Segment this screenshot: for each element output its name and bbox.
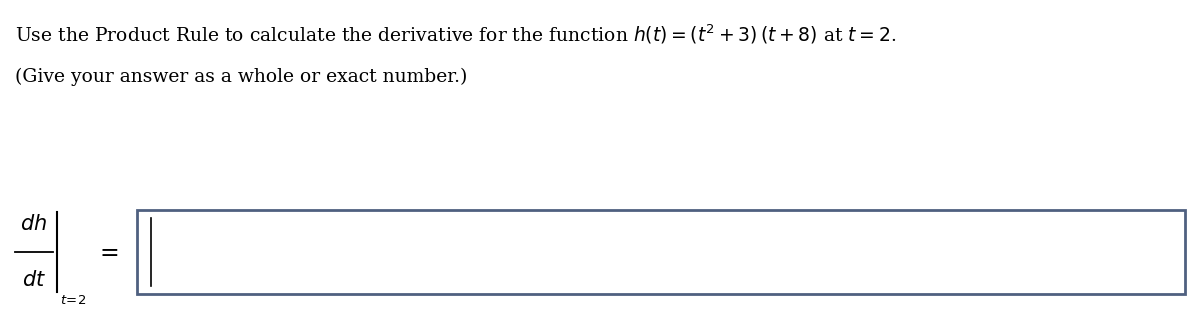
FancyBboxPatch shape xyxy=(137,210,1186,294)
Text: $t\!=\!2$: $t\!=\!2$ xyxy=(60,294,86,307)
Text: $dh$: $dh$ xyxy=(20,214,48,234)
Text: (Give your answer as a whole or exact number.): (Give your answer as a whole or exact nu… xyxy=(14,68,467,86)
Text: $dt$: $dt$ xyxy=(22,270,46,290)
Text: $=$: $=$ xyxy=(95,240,119,263)
Text: Use the Product Rule to calculate the derivative for the function $h(t) = (t^2 +: Use the Product Rule to calculate the de… xyxy=(14,22,896,46)
